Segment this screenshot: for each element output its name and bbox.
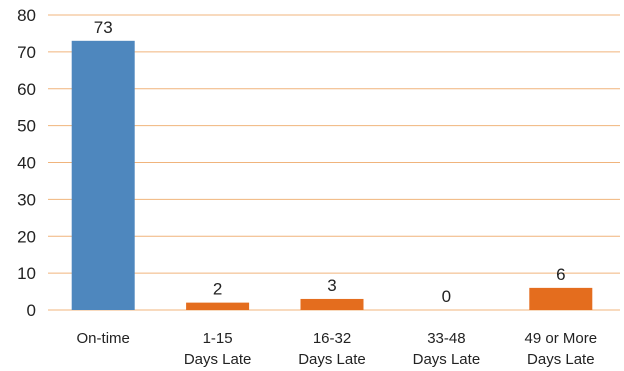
x-category-label: 1-15 <box>203 330 233 347</box>
x-category-label: On-time <box>77 330 130 347</box>
y-tick-label: 10 <box>17 264 36 283</box>
bar <box>529 287 593 310</box>
x-axis-categories: On-time 1-15 Days Late 16-32 Days Late 33-48 D… <box>77 330 598 368</box>
data-labels: 73 2 3 0 6 <box>94 18 566 306</box>
x-category-label: Days Late <box>184 351 252 368</box>
data-label: 2 <box>213 280 222 299</box>
y-tick-label: 70 <box>17 43 36 62</box>
data-label: 73 <box>94 18 113 37</box>
bar <box>186 302 250 310</box>
data-label: 6 <box>556 265 565 284</box>
y-tick-label: 50 <box>17 117 36 136</box>
y-tick-label: 40 <box>17 154 36 173</box>
bars <box>71 40 593 310</box>
x-category-label: 33-48 <box>427 330 465 347</box>
y-tick-label: 0 <box>27 301 36 320</box>
data-label: 3 <box>327 276 336 295</box>
x-category-label: 49 or More <box>525 330 598 347</box>
gridlines <box>48 14 620 311</box>
x-category-label: Days Late <box>413 351 481 368</box>
x-category-label: 16-32 <box>313 330 351 347</box>
y-tick-label: 60 <box>17 80 36 99</box>
y-axis-ticks: 0 10 20 30 40 50 60 70 80 <box>17 6 36 320</box>
y-tick-label: 30 <box>17 190 36 209</box>
x-category-label: Days Late <box>527 351 595 368</box>
y-tick-label: 20 <box>17 227 36 246</box>
bar <box>300 298 364 310</box>
bar <box>71 40 135 310</box>
y-tick-label: 80 <box>17 6 36 25</box>
data-label: 0 <box>442 287 451 306</box>
x-category-label: Days Late <box>298 351 366 368</box>
